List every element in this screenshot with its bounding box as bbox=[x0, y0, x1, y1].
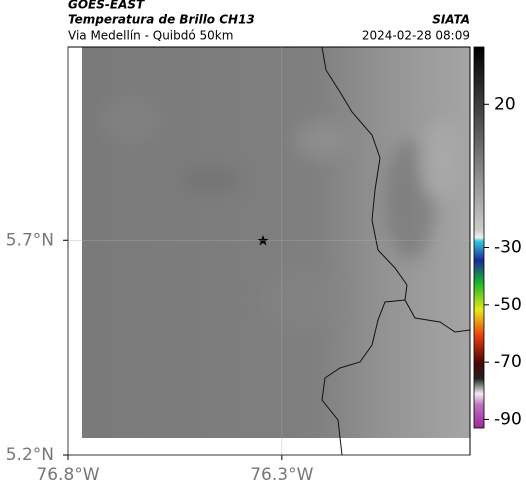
colorbar-tick-label: -90 bbox=[494, 409, 522, 429]
colorbar bbox=[473, 46, 485, 429]
map-area bbox=[68, 47, 470, 455]
colorbar-tick-label: -70 bbox=[494, 352, 522, 372]
border bbox=[321, 47, 470, 333]
x-tick-label: 76.8°W bbox=[36, 465, 99, 485]
y-tick-label: 5.7°N bbox=[6, 230, 54, 250]
timestamp: 2024-02-28 08:09 bbox=[362, 29, 470, 43]
subtitle: Temperatura de Brillo CH13 bbox=[68, 13, 255, 27]
title: GOES-EAST bbox=[68, 0, 145, 12]
region: Via Medellín - Quibdó 50km bbox=[68, 29, 233, 43]
x-tick-label: 76.3°W bbox=[250, 465, 313, 485]
source: SIATA bbox=[432, 13, 470, 27]
colorbar-tick-label: -30 bbox=[494, 238, 522, 258]
border bbox=[321, 299, 406, 455]
colorbar-tick-label: -50 bbox=[494, 295, 522, 315]
colorbar-tick-label: 20 bbox=[494, 94, 516, 114]
y-tick-label: 5.2°N bbox=[6, 445, 54, 465]
